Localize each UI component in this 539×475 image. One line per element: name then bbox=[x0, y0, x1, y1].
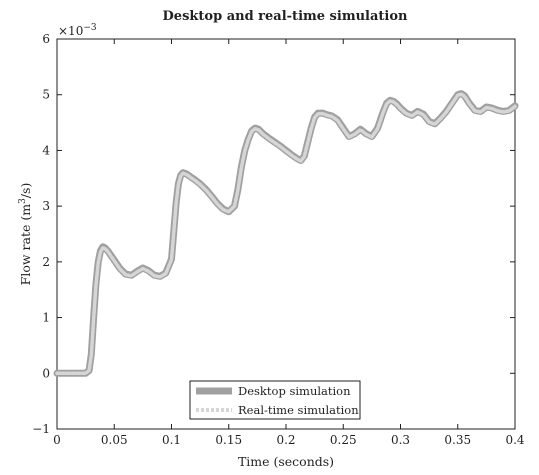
y-axis-title: Flow rate (m3/s) bbox=[18, 183, 33, 286]
x-tick-label: 0.35 bbox=[444, 433, 471, 447]
y-tick-label: 1 bbox=[42, 311, 50, 325]
y-tick-label: 3 bbox=[42, 199, 50, 213]
legend: Desktop simulation Real-time simulation bbox=[189, 380, 361, 420]
x-tick-label: 0.15 bbox=[215, 433, 242, 447]
y-multiplier-exponent: −3 bbox=[83, 23, 97, 33]
x-axis-ticks: 0 0.05 0.1 0.15 0.2 0.25 0.3 0.35 0.4 bbox=[53, 39, 525, 447]
x-axis-title: Time (seconds) bbox=[238, 454, 334, 469]
y-axis-ticks: −1 0 1 2 3 4 5 6 bbox=[32, 32, 515, 436]
x-tick-label: 0.05 bbox=[101, 433, 128, 447]
y-tick-label: 6 bbox=[42, 32, 50, 46]
y-axis-title-group: Flow rate (m3/s) bbox=[18, 183, 33, 286]
x-tick-label: 0.4 bbox=[505, 433, 524, 447]
series-layer bbox=[53, 90, 519, 377]
x-tick-label: 0.25 bbox=[330, 433, 357, 447]
x-tick-label: 0.3 bbox=[391, 433, 410, 447]
y-tick-label: 0 bbox=[42, 366, 50, 380]
y-axis-title-prefix: Flow rate (m bbox=[18, 204, 33, 286]
x-tick-label: 0.2 bbox=[276, 433, 295, 447]
y-multiplier: ×10−3 bbox=[58, 23, 97, 38]
series-line-realtime bbox=[55, 92, 517, 376]
y-tick-label: 2 bbox=[42, 255, 50, 269]
series-line-desktop bbox=[53, 90, 519, 377]
legend-label-realtime: Real-time simulation bbox=[238, 403, 359, 417]
legend-label-desktop: Desktop simulation bbox=[238, 384, 351, 398]
y-tick-label: −1 bbox=[32, 422, 50, 436]
chart-title: Desktop and real-time simulation bbox=[163, 9, 408, 24]
y-multiplier-base: ×10 bbox=[58, 24, 83, 38]
y-tick-label: 4 bbox=[42, 143, 50, 157]
y-tick-label: 5 bbox=[42, 88, 50, 102]
plot-frame bbox=[56, 38, 516, 430]
svg-text:×10−3: ×10−3 bbox=[58, 23, 97, 38]
x-tick-label: 0 bbox=[53, 433, 61, 447]
x-tick-label: 0.1 bbox=[162, 433, 181, 447]
legend-box bbox=[189, 380, 361, 420]
y-axis-title-sup: 3 bbox=[18, 198, 28, 204]
y-axis-title-suffix: /s) bbox=[18, 183, 33, 199]
